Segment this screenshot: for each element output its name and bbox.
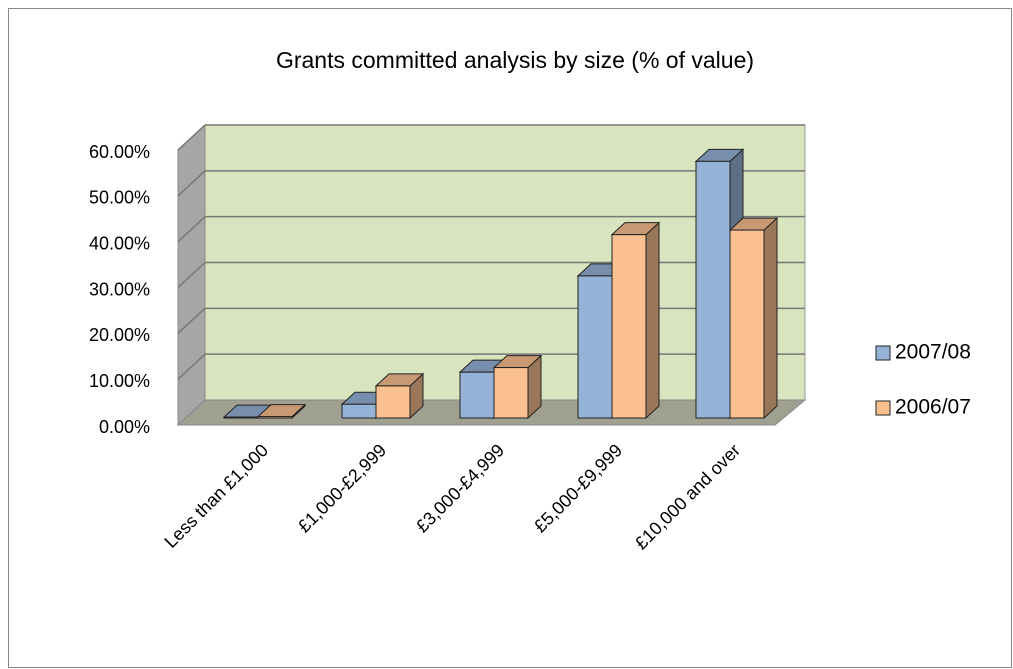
y-tick-label: 0.00%	[99, 417, 150, 437]
bar-front	[611, 234, 647, 419]
legend-label: 2006/07	[895, 396, 971, 419]
bar-front	[577, 275, 613, 419]
grid-line-side	[177, 216, 206, 243]
legend-label: 2007/08	[895, 341, 971, 364]
bar-side	[645, 221, 660, 420]
grid-line-side	[177, 307, 206, 334]
bar-side	[763, 216, 778, 420]
bar	[728, 216, 779, 420]
y-tick-label: 30.00%	[89, 279, 150, 299]
grid-line-side	[177, 170, 206, 197]
bar-front	[223, 416, 259, 419]
y-tick-label: 10.00%	[89, 371, 150, 391]
bar	[610, 221, 661, 420]
y-tick-label: 50.00%	[89, 188, 150, 208]
bar-front	[493, 367, 529, 419]
legend-swatch	[875, 400, 891, 416]
legend-swatch	[875, 345, 891, 361]
bar-front	[375, 385, 411, 419]
y-tick-label: 60.00%	[89, 142, 150, 162]
y-tick-label: 40.00%	[89, 233, 150, 253]
grid-line-side	[177, 353, 206, 380]
grid-line-side	[177, 124, 206, 151]
bar	[256, 403, 307, 420]
bar-front	[341, 403, 377, 419]
bar-front	[695, 160, 731, 419]
chart-title: Grants committed analysis by size (% of …	[276, 47, 754, 73]
y-tick-label: 20.00%	[89, 325, 150, 345]
bar-front	[257, 416, 293, 419]
bar-front	[459, 371, 495, 419]
bar-front	[729, 229, 765, 419]
bar	[492, 354, 543, 420]
grid-line-side	[177, 261, 206, 289]
bar	[374, 372, 425, 420]
